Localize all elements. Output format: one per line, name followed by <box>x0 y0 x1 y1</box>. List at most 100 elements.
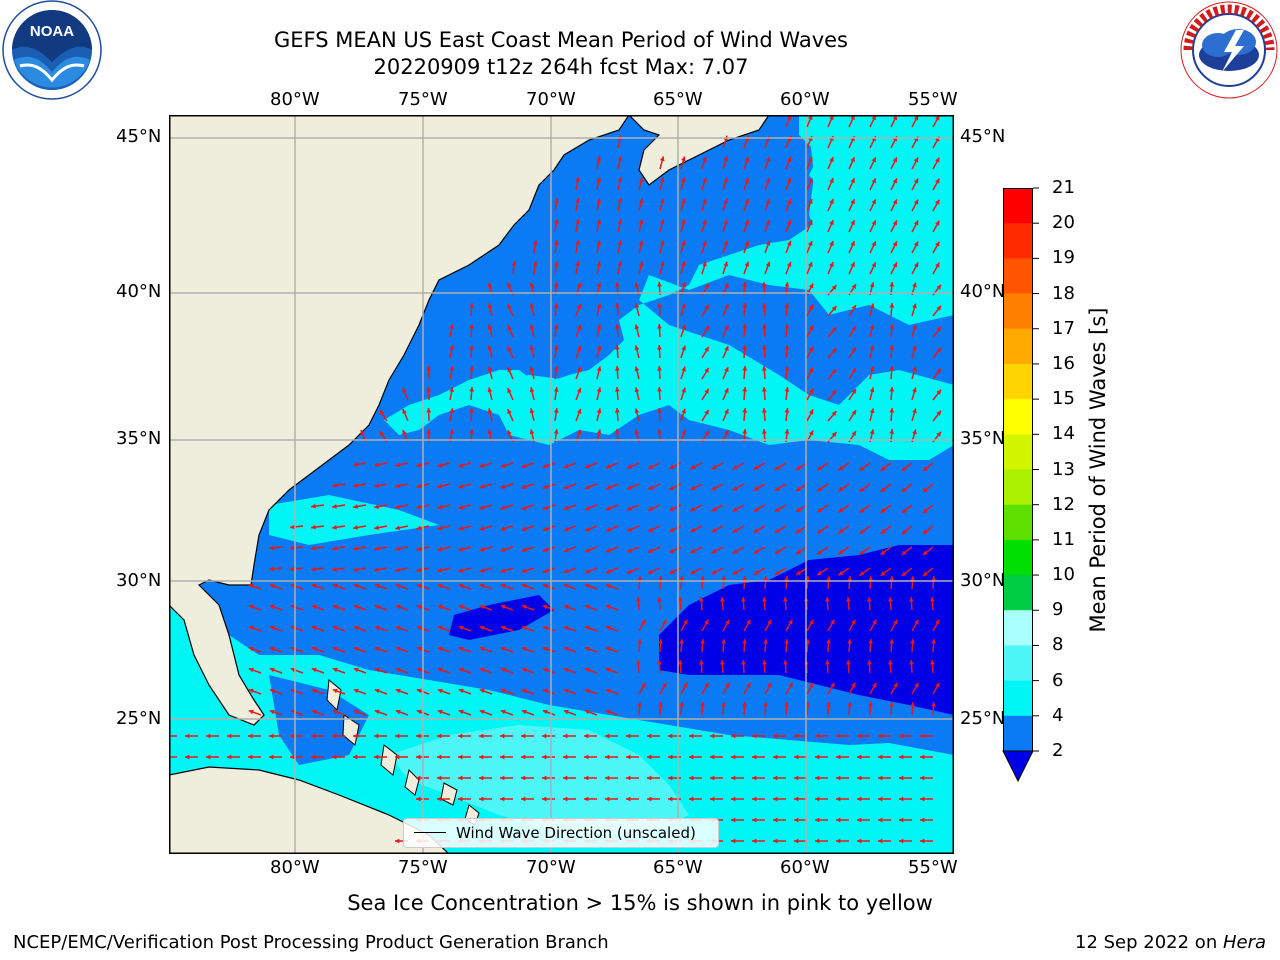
wave-direction-arrowhead <box>437 709 443 715</box>
wave-direction-arrowhead <box>859 508 865 513</box>
wave-direction-arrowhead <box>416 567 422 573</box>
wave-direction-arrowhead <box>857 775 862 781</box>
wave-direction-arrowhead <box>825 660 830 665</box>
wave-direction-arrowhead <box>899 733 904 739</box>
wave-direction-arrowhead <box>935 157 940 163</box>
wave-direction-arrowhead <box>627 569 633 574</box>
wave-direction-arrowhead <box>469 387 475 392</box>
wave-direction-arrowhead <box>741 597 746 602</box>
wave-direction-arrowhead <box>521 526 527 532</box>
wave-direction-arrowhead <box>836 775 841 781</box>
wave-direction-arrowhead <box>290 566 295 572</box>
lat-label-left-35n: 35°N <box>116 428 162 449</box>
lon-label-top-70w: 70°W <box>526 89 576 110</box>
wave-direction-arrowhead <box>710 754 715 760</box>
wave-direction-arrowhead <box>784 282 790 287</box>
wave-direction-arrowhead <box>634 345 640 351</box>
wave-direction-arrowhead <box>788 682 793 688</box>
wave-direction-arrowhead <box>563 775 568 781</box>
wave-direction-arrowhead <box>681 345 686 351</box>
wave-direction-arrowhead <box>773 754 778 760</box>
wave-direction-arrowhead <box>742 282 748 287</box>
colorbar-tick-label: 9 <box>1052 599 1064 621</box>
wave-direction-arrowhead <box>500 709 506 715</box>
wave-direction-arrowhead <box>479 484 485 489</box>
wave-direction-arrowhead <box>936 410 942 416</box>
wave-direction-arrowhead <box>542 646 548 652</box>
wave-direction-arrowhead <box>931 639 937 644</box>
wave-direction-arrowhead <box>479 733 484 739</box>
wave-direction-arrowhead <box>596 345 602 351</box>
wave-direction-arrowhead <box>500 754 505 760</box>
wave-direction-arrowhead <box>185 754 190 760</box>
wave-direction-arrowhead <box>836 817 841 823</box>
wave-direction-arrowhead <box>521 709 527 715</box>
wave-direction-arrowhead <box>784 576 790 581</box>
wave-direction-arrowhead <box>744 198 750 204</box>
wave-direction-arrowhead <box>332 667 338 673</box>
wave-direction-arrowhead <box>553 303 559 308</box>
wave-direction-arrowhead <box>762 597 767 602</box>
wave-direction-arrowhead <box>248 733 253 739</box>
wave-direction-arrowhead <box>634 408 640 414</box>
wave-direction-arrowhead <box>554 240 559 245</box>
wave-direction-arrowhead <box>576 345 582 351</box>
wave-direction-arrowhead <box>851 347 856 353</box>
wave-direction-arrowhead <box>617 261 623 267</box>
wave-direction-arrowhead <box>542 667 548 673</box>
wave-direction-arrowhead <box>859 550 865 555</box>
wave-direction-arrowhead <box>817 507 823 513</box>
wave-direction-arrowhead <box>437 462 443 468</box>
wave-direction-arrowhead <box>857 754 862 760</box>
wave-direction-arrowhead <box>867 660 872 665</box>
wave-direction-arrowhead <box>808 283 814 289</box>
wave-direction-arrowhead <box>744 219 750 225</box>
lat-label-right-25n: 25°N <box>960 708 1006 729</box>
wave-direction-arrowhead <box>659 261 665 267</box>
wave-direction-arrowhead <box>700 576 706 581</box>
wave-direction-arrowhead <box>668 796 673 802</box>
wave-direction-arrowhead <box>185 733 190 739</box>
wave-direction-arrowhead <box>638 177 644 183</box>
wave-direction-arrowhead <box>871 157 876 163</box>
wave-direction-arrowhead <box>584 526 590 532</box>
wave-direction-arrowhead <box>690 527 696 533</box>
wave-direction-arrowhead <box>617 240 623 246</box>
wave-direction-arrowhead <box>416 504 422 510</box>
wave-direction-arrowhead <box>681 156 686 162</box>
colorbar-tick-label: 13 <box>1052 458 1075 480</box>
wave-direction-arrowhead <box>311 754 316 760</box>
wave-direction-arrowhead <box>678 597 683 602</box>
wave-direction-arrowhead <box>659 156 665 162</box>
wave-direction-arrowhead <box>500 604 506 610</box>
wave-direction-arrowhead <box>868 702 873 707</box>
wave-direction-arrowhead <box>851 431 856 437</box>
colorbar-segment <box>1003 293 1033 330</box>
wave-direction-arrowhead <box>922 487 928 493</box>
wave-direction-arrowhead <box>678 660 683 665</box>
wave-direction-arrowhead <box>507 304 512 310</box>
wave-direction-arrowhead <box>742 366 748 371</box>
wave-direction-arrowhead <box>487 387 493 393</box>
wave-direction-arrowhead <box>469 303 475 308</box>
wave-direction-arrowhead <box>784 702 789 707</box>
wave-direction-arrowhead <box>449 324 455 330</box>
wave-direction-arrowhead <box>606 569 611 574</box>
wave-direction-arrowhead <box>659 198 665 204</box>
colorbar-tick-label: 12 <box>1052 493 1075 515</box>
wave-direction-arrowhead <box>699 660 704 665</box>
wave-direction-arrowhead <box>878 754 883 760</box>
wave-direction-arrowhead <box>830 619 835 625</box>
wave-direction-arrowhead <box>553 345 559 350</box>
wave-direction-arrowhead <box>627 464 633 469</box>
wave-direction-arrowhead <box>529 366 535 372</box>
wave-direction-arrowhead <box>936 431 942 437</box>
wave-direction-arrowhead <box>847 639 853 644</box>
wave-direction-arrowhead <box>681 429 686 435</box>
wave-direction-arrowhead <box>784 639 790 644</box>
wave-direction-arrowhead <box>500 625 506 631</box>
wave-direction-arrowhead <box>732 549 738 554</box>
wave-direction-arrowhead <box>553 429 559 434</box>
wave-direction-arrowhead <box>584 547 590 553</box>
wave-direction-arrowhead <box>626 796 631 802</box>
